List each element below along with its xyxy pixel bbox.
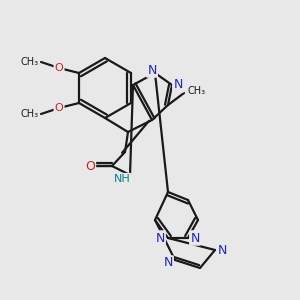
Text: NH: NH [114, 174, 130, 184]
Text: CH₃: CH₃ [187, 86, 205, 96]
Text: O: O [55, 63, 63, 73]
Text: N: N [173, 79, 183, 92]
Text: O: O [85, 160, 95, 172]
Text: N: N [155, 232, 165, 244]
Text: CH₃: CH₃ [21, 57, 39, 67]
Text: CH₃: CH₃ [21, 109, 39, 119]
Text: N: N [217, 244, 227, 256]
Text: N: N [163, 256, 173, 269]
Text: N: N [147, 64, 157, 76]
Text: O: O [55, 103, 63, 113]
Text: N: N [190, 232, 200, 244]
